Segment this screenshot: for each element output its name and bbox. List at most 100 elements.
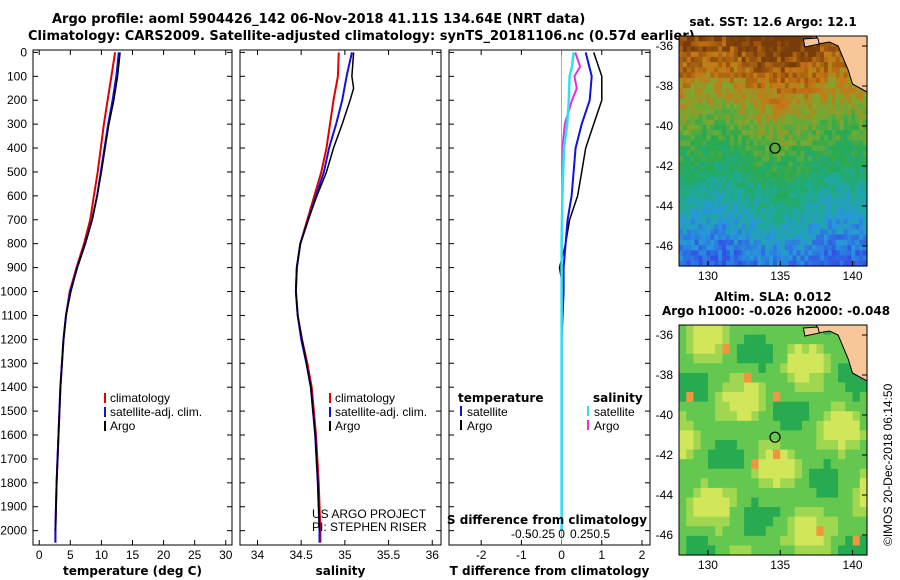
map-cell (820, 140, 825, 147)
map-cell (702, 62, 708, 68)
map-cell (808, 192, 813, 199)
map-cell (737, 198, 743, 204)
map-cell (859, 130, 864, 136)
map-cell (792, 255, 798, 262)
map-cell (744, 334, 752, 345)
map-cell (702, 67, 708, 74)
map-cell (718, 151, 723, 157)
map-cell (722, 334, 731, 345)
map-cell (823, 151, 829, 157)
map-cell (773, 255, 778, 262)
map-cell (827, 203, 833, 210)
map-cell (845, 440, 854, 451)
map-cell (745, 130, 751, 136)
map-cell (733, 203, 739, 210)
map-cell (794, 325, 803, 336)
map-cell (686, 260, 692, 267)
x-tick-label-0: 30 (219, 548, 233, 562)
map-cell (831, 234, 837, 241)
legend-label-1: Argo (335, 419, 361, 433)
map-cell (792, 192, 798, 199)
map-cell (758, 468, 767, 479)
map-cell (851, 135, 856, 142)
map-cell (809, 487, 817, 499)
map-cell (733, 36, 739, 42)
map-cell (690, 130, 696, 136)
map-cell (690, 198, 696, 204)
map-cell (773, 198, 778, 204)
map-cell (823, 372, 832, 384)
map-cell (792, 234, 798, 241)
map-cell (698, 156, 704, 163)
map-cell (714, 140, 719, 147)
map-cell (706, 166, 711, 173)
map-cell (816, 51, 821, 58)
map-cell (749, 161, 755, 168)
map-cell (690, 208, 696, 215)
map-cell (773, 51, 778, 58)
map-cell (859, 420, 868, 432)
map-cell (835, 161, 841, 168)
map-cell (686, 198, 692, 204)
map-cell (757, 161, 762, 168)
map-cell (693, 420, 702, 432)
map-cell (726, 213, 731, 220)
map-cell (809, 430, 817, 441)
map-cell (690, 177, 696, 183)
map-cell (733, 135, 739, 142)
map-cell (757, 239, 762, 246)
map-cell (737, 192, 743, 199)
map-cell (827, 93, 833, 100)
map-cell (839, 98, 845, 105)
map-cell (715, 478, 723, 489)
map-cell (851, 151, 856, 157)
map-cell (852, 411, 861, 422)
map-cell (827, 56, 833, 63)
map-cell (765, 325, 774, 336)
map-cell (851, 124, 856, 131)
map-cell (722, 145, 727, 152)
map-cell (827, 234, 833, 241)
map-cell (686, 363, 695, 374)
map-cell (830, 334, 839, 345)
map-cell (801, 535, 810, 547)
map-cell (784, 208, 790, 215)
map-cell (736, 382, 745, 393)
map-cell (843, 177, 849, 183)
map-cell (800, 130, 805, 136)
map-cell (714, 72, 719, 79)
map-cell (679, 239, 684, 246)
map-cell (769, 208, 774, 215)
map-cell (816, 535, 825, 547)
map-cell (690, 151, 696, 157)
map-cell (838, 440, 846, 451)
map-cell (776, 166, 782, 173)
map-cell (851, 166, 856, 173)
map-cell (729, 56, 735, 63)
map-cell (761, 130, 766, 136)
map-cell (718, 171, 723, 178)
map-cell (769, 41, 774, 48)
map-cell (823, 208, 829, 215)
map-cell (820, 255, 825, 262)
map-cell (758, 430, 767, 441)
map-cell (745, 36, 751, 42)
map-cell (816, 114, 821, 121)
map-cell (726, 130, 731, 136)
map-cell (788, 36, 794, 42)
map-cell (827, 109, 833, 116)
map-cell (726, 77, 731, 84)
map-cell (758, 353, 767, 364)
map-cell (788, 114, 794, 121)
map-cell (706, 229, 711, 236)
map-cell (700, 325, 709, 336)
map-cell (835, 198, 841, 204)
map-cell (753, 77, 758, 84)
x-tick-label-2: -1 (516, 548, 527, 562)
map-cell (831, 98, 837, 105)
map-cell (682, 187, 688, 194)
map-cell (780, 507, 789, 518)
map-cell (753, 93, 758, 100)
map-cell (863, 208, 868, 215)
map-cell (702, 56, 708, 63)
